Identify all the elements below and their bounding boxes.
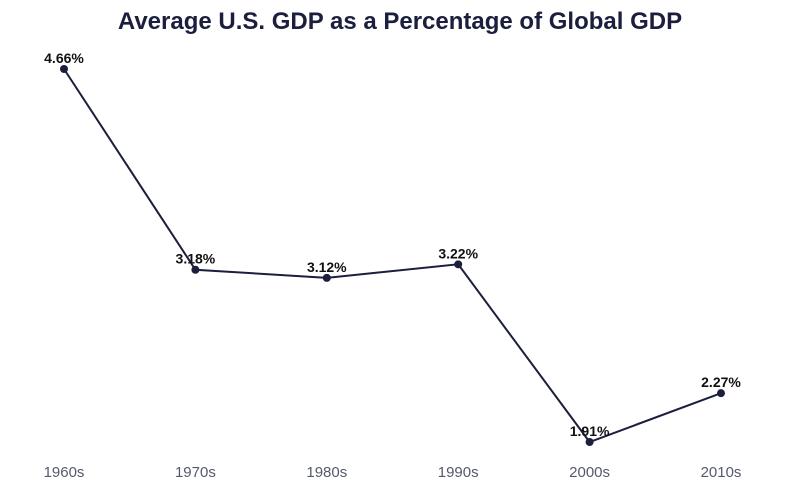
- chart-title: Average U.S. GDP as a Percentage of Glob…: [117, 8, 683, 35]
- data-label-2010s: 2.27%: [701, 374, 741, 390]
- data-label-1970s: 3.18%: [176, 251, 216, 267]
- data-label-1990s: 3.22%: [438, 245, 478, 261]
- data-point-2000s: [585, 438, 594, 446]
- data-label-2000s: 1.91%: [570, 423, 610, 439]
- x-tick-label-1960s: 1960s: [44, 464, 85, 481]
- data-label-1980s: 3.12%: [307, 259, 347, 275]
- data-point-1980s: [322, 273, 331, 282]
- data-point-2010s: [717, 389, 725, 398]
- x-tick-label-1980s: 1980s: [306, 464, 347, 481]
- data-point-1990s: [454, 260, 463, 269]
- x-tick-label-1990s: 1990s: [438, 464, 479, 481]
- data-point-1970s: [191, 265, 200, 274]
- x-tick-label-1970s: 1970s: [175, 464, 216, 481]
- series-line: [63, 68, 722, 444]
- x-tick-label-2000s: 2000s: [569, 464, 610, 481]
- data-point-1960s: [60, 65, 68, 73]
- data-label-1960s: 4.66%: [44, 50, 84, 66]
- x-tick-label-2010s: 2010s: [701, 464, 742, 481]
